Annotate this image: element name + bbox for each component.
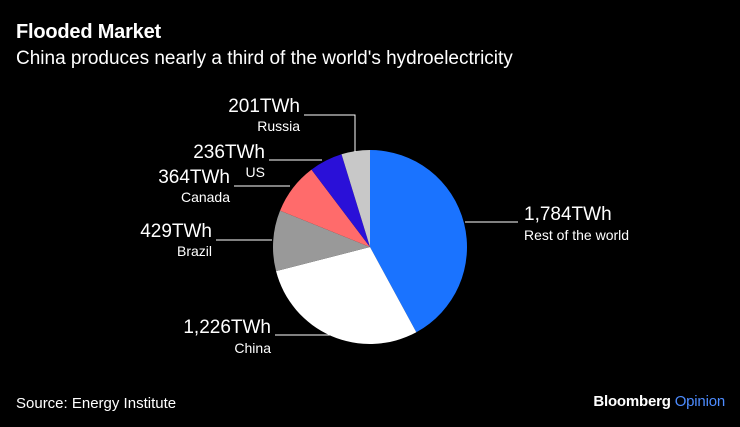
category-label-canada: Canada	[181, 189, 230, 205]
pie-slice-us	[311, 154, 370, 247]
pie-slice-canada	[280, 169, 370, 247]
pie-slice-rest-of-the-world	[370, 150, 467, 333]
source-note: Source: Energy Institute	[16, 395, 177, 412]
brand-logo: Bloomberg Opinion	[593, 393, 725, 410]
value-label-rest-of-the-world: 1,784TWh	[524, 204, 612, 225]
value-label-russia: 201TWh	[228, 96, 300, 117]
pie-slice-china	[276, 247, 417, 345]
category-label-china: China	[234, 340, 271, 356]
category-label-russia: Russia	[257, 118, 300, 134]
chart-title: Flooded Market	[16, 21, 161, 43]
brand-name: Bloomberg	[593, 393, 671, 410]
chart-subtitle: China produces nearly a third of the wor…	[16, 48, 513, 69]
value-label-canada: 364TWh	[158, 167, 230, 188]
pie-slice-brazil	[272, 210, 370, 272]
pie-slice-russia	[341, 150, 370, 247]
value-label-china: 1,226TWh	[183, 317, 271, 338]
value-label-us: 236TWh	[193, 142, 265, 163]
value-label-brazil: 429TWh	[140, 221, 212, 242]
brand-suffix: Opinion	[674, 393, 726, 410]
category-label-us: US	[246, 164, 265, 180]
category-label-brazil: Brazil	[177, 243, 212, 259]
leader-line-russia	[304, 114, 356, 152]
pie-chart: 1,784TWh Rest of the world 1,226TWh China 42…	[140, 96, 629, 356]
category-label-rest-of-the-world: Rest of the world	[524, 227, 629, 243]
